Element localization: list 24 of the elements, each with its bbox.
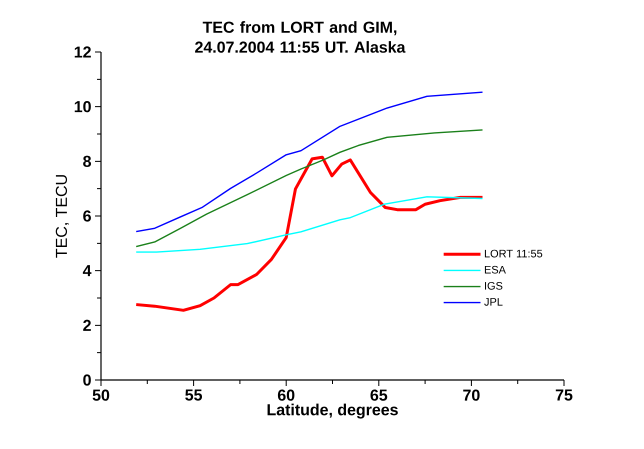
line-series [135, 91, 484, 232]
x-tick-label: 50 [92, 390, 110, 401]
line-series [135, 196, 484, 253]
x-tick-label: 65 [370, 390, 388, 401]
x-tick-label: 75 [556, 389, 572, 401]
y-tick-label: 2 [83, 320, 91, 331]
line-series [135, 129, 484, 248]
y-tick-label: 0 [83, 374, 91, 386]
chart-title: TEC from LORT and GIM, 24.07.2004 11:55 UT. Alaska [195, 21, 406, 53]
y-tick-label: 10 [74, 101, 91, 112]
legend-label: ESA [484, 266, 506, 274]
legend-label: LORT 11:55 [484, 250, 542, 258]
y-axis-title: TEC, TECU [56, 175, 69, 258]
y-tick-label: 8 [83, 156, 92, 167]
y-tick-label: 12 [74, 46, 91, 58]
legend-label: IGS [485, 282, 502, 290]
line-series [134, 156, 484, 312]
x-tick-label: 60 [278, 390, 294, 401]
x-tick-label: 70 [463, 390, 480, 401]
x-tick-label: 55 [185, 389, 202, 401]
x-axis-title: Latitude, degrees [268, 404, 398, 419]
y-tick-label: 4 [82, 265, 92, 276]
legend-label: JPL [484, 298, 503, 306]
y-tick-label: 6 [83, 210, 91, 222]
